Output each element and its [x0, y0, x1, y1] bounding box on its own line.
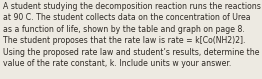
- Text: The student proposes that the rate law is rate = k[Co(NH2)2].: The student proposes that the rate law i…: [3, 36, 246, 45]
- Text: value of the rate constant, k. Include units w your answer.: value of the rate constant, k. Include u…: [3, 59, 232, 68]
- Text: as a function of life, shown by the table and graph on page 8.: as a function of life, shown by the tabl…: [3, 25, 245, 34]
- Text: at 90 C. The student collects data on the concentration of Urea: at 90 C. The student collects data on th…: [3, 13, 251, 22]
- Text: Using the proposed rate law and student’s results, determine the: Using the proposed rate law and student’…: [3, 48, 260, 57]
- Text: A student studying the decomposition reaction runs the reactions: A student studying the decomposition rea…: [3, 2, 261, 11]
